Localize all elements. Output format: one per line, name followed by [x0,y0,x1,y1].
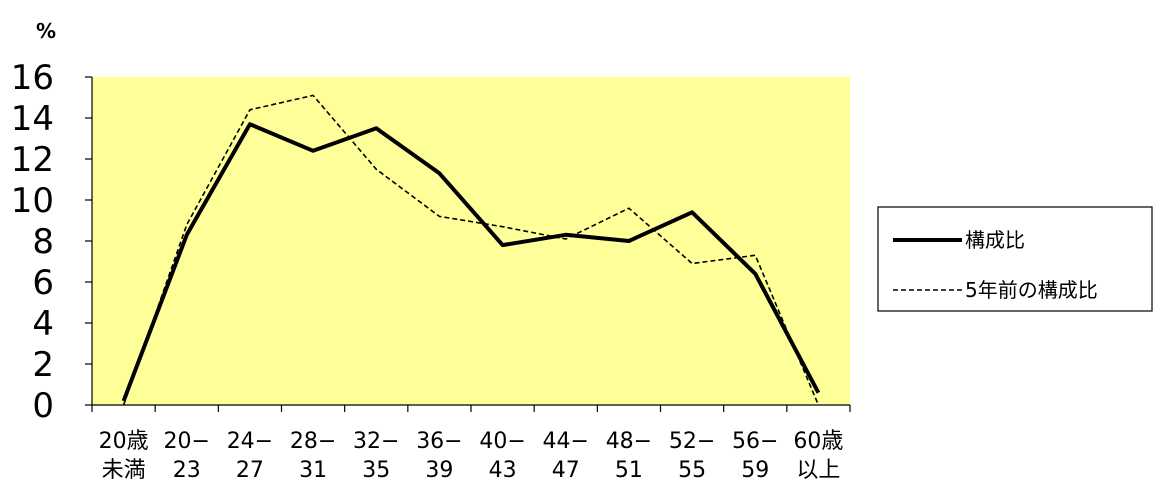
y-axis-unit-label: % [36,19,56,43]
data-point [627,206,631,210]
plot-area [92,77,850,405]
x-tick-label-line: 28− [290,429,336,454]
data-point [122,403,126,407]
x-tick-label: 40− 43 [479,429,525,483]
x-tick-label-line: 20− [164,429,210,454]
legend-label: 構成比 [965,228,1025,252]
x-tick-label: 20− 23 [164,429,210,483]
data-point [437,171,441,175]
series-line-current [121,122,821,402]
data-point [816,391,820,395]
x-tick-label-line: 20歳 [99,429,149,454]
data-point [690,210,694,214]
x-tick-label-line: 43 [489,458,517,483]
x-tick-label-line: 36− [416,429,462,454]
y-tick-label: 8 [32,222,54,262]
x-tick-label-line: 39 [425,458,453,483]
x-tick-label-line: 59 [741,458,769,483]
x-tick-label: 60歳以上 [793,429,843,483]
x-tick-label-line: 以上 [796,458,840,483]
y-tick-label: 0 [32,386,54,426]
x-tick-label: 44− 47 [543,429,589,483]
x-tick-label: 52− 55 [669,429,715,483]
legend-label: 5年前の構成比 [965,278,1098,302]
data-point [501,225,505,229]
x-tick-label: 24− 27 [227,429,273,483]
data-point [185,233,189,237]
y-tick-label: 2 [32,345,54,385]
data-point [816,403,820,407]
x-tick-label: 32− 35 [353,429,399,483]
y-tick-label: 4 [32,304,54,344]
y-tick-label: 10 [11,181,54,221]
x-tick-label-line: 35 [362,458,390,483]
data-point [374,126,378,130]
data-point [311,93,315,97]
x-tick-label-line: 44− [543,429,589,454]
x-tick-label-line: 未満 [102,458,146,483]
x-tick-label-line: 47 [552,458,580,483]
x-tick-label: 56− 59 [732,429,778,483]
x-tick-label: 48− 51 [606,429,652,483]
x-tick-label-line: 24− [227,429,273,454]
data-point [627,239,631,243]
data-point [311,149,315,153]
data-point [248,108,252,112]
y-tick-label: 14 [11,99,54,139]
series-line-5yrs-ago [122,94,820,406]
data-point [437,214,441,218]
legend: 構成比 5年前の構成比 [877,206,1153,312]
y-tick-label: 12 [11,140,54,180]
x-tick-label-line: 55 [678,458,706,483]
data-point [501,243,505,247]
data-point [564,237,568,241]
x-tick-label: 20歳未満 [99,429,149,483]
x-tick-label-line: 56− [732,429,778,454]
series-layer [121,93,821,407]
x-tick-label-line: 51 [615,458,643,483]
x-tick-label-line: 23 [173,458,201,483]
data-point [753,253,757,257]
data-point [248,122,252,126]
x-tick-label-line: 31 [299,458,327,483]
data-point [753,272,757,276]
x-tick-label-line: 27 [236,458,264,483]
x-tick-label-line: 60歳 [793,429,843,454]
x-tick-label-line: 40− [479,429,525,454]
y-tick-label: 16 [11,58,54,98]
x-tick-label-line: 48− [606,429,652,454]
legend-box [877,206,1153,312]
data-point [374,167,378,171]
y-tick-label: 6 [32,263,54,303]
x-tick-label: 28− 31 [290,429,336,483]
data-point [185,223,189,227]
data-point [564,233,568,237]
data-point [690,262,694,266]
x-tick-label: 36− 39 [416,429,462,483]
x-tick-label-line: 32− [353,429,399,454]
x-tick-label-line: 52− [669,429,715,454]
